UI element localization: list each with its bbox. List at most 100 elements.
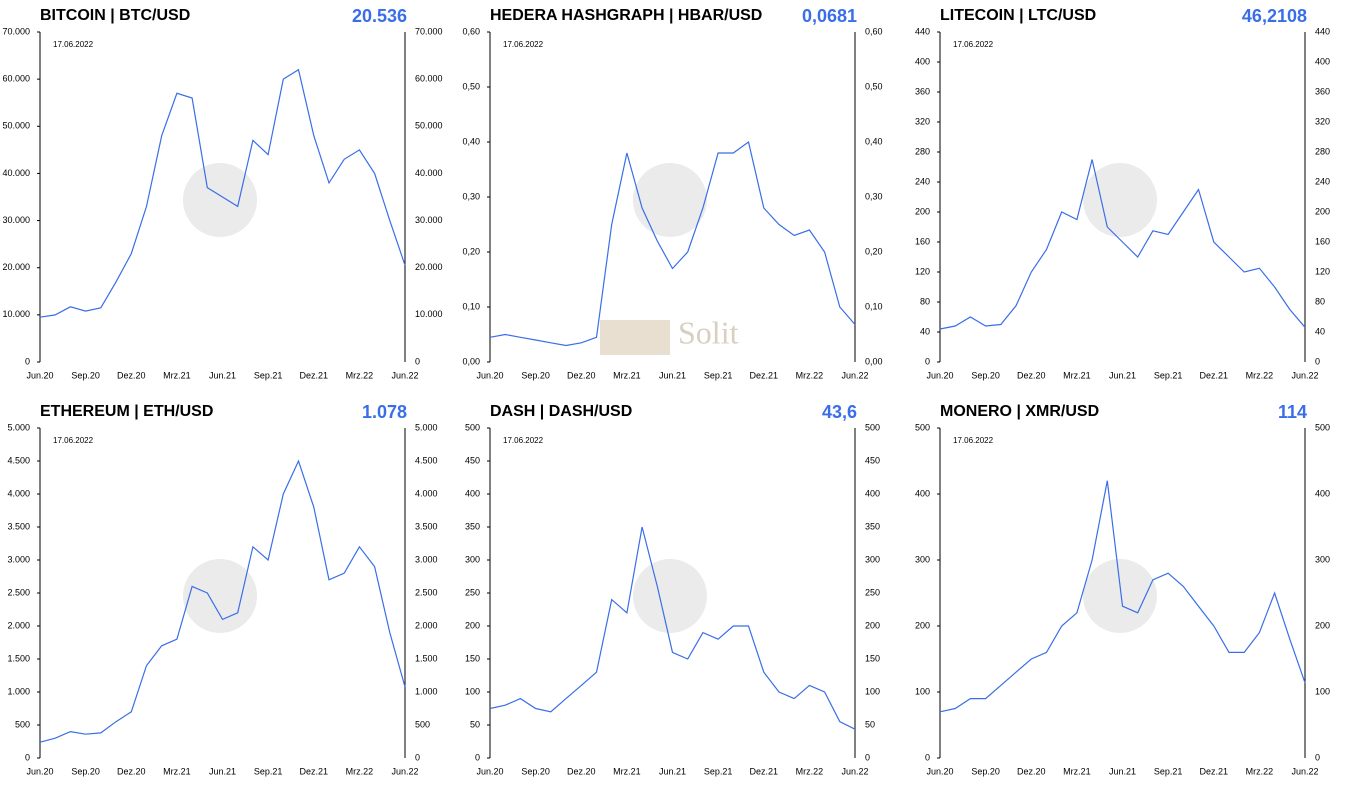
x-tick-label: Dez.21: [1199, 766, 1228, 776]
y2-tick-label: 50.000: [415, 121, 443, 131]
y2-tick-label: 30.000: [415, 215, 443, 225]
x-tick-label: Sep.20: [71, 370, 100, 380]
y2-tick-label: 280: [1315, 146, 1330, 156]
y-tick-label: 60.000: [2, 74, 30, 84]
y-tick-label: 0: [925, 752, 930, 762]
y-tick-label: 0,40: [462, 136, 480, 146]
watermark-icon: [183, 163, 257, 237]
x-tick-label: Sep.21: [254, 370, 283, 380]
y-tick-label: 1.500: [7, 653, 30, 663]
date-label: 17.06.2022: [503, 40, 544, 49]
y-tick-label: 10.000: [2, 309, 30, 319]
x-tick-label: Sep.20: [971, 766, 1000, 776]
x-tick-label: Jun.20: [26, 370, 53, 380]
x-tick-label: Jun.20: [476, 370, 503, 380]
y2-tick-label: 200: [1315, 620, 1330, 630]
x-tick-label: Jun.22: [1291, 766, 1318, 776]
y2-tick-label: 350: [865, 521, 880, 531]
y-tick-label: 0: [925, 356, 930, 366]
x-tick-label: Jun.21: [209, 370, 236, 380]
watermark-text: Solit: [678, 314, 739, 350]
x-tick-label: Dez.20: [567, 766, 596, 776]
y-tick-label: 200: [915, 620, 930, 630]
y2-tick-label: 450: [865, 455, 880, 465]
y-tick-label: 0: [25, 356, 30, 366]
current-price: 1.078: [362, 402, 407, 422]
y-tick-label: 500: [465, 422, 480, 432]
y-tick-label: 0,10: [462, 301, 480, 311]
y2-tick-label: 0,10: [865, 301, 883, 311]
y2-tick-label: 1.500: [415, 653, 438, 663]
watermark-icon: [633, 163, 707, 237]
x-tick-label: Dez.21: [299, 766, 328, 776]
y-tick-label: 4.500: [7, 455, 30, 465]
y-tick-label: 440: [915, 26, 930, 36]
chart-panel: ETHEREUM | ETH/USD 1.078 17.06.2022 0 0 500 50…: [7, 402, 437, 777]
x-tick-label: Jun.20: [926, 370, 953, 380]
y-tick-label: 40.000: [2, 168, 30, 178]
y2-tick-label: 0: [415, 752, 420, 762]
y2-tick-label: 70.000: [415, 26, 443, 36]
price-line: [39, 68, 406, 318]
y-tick-label: 400: [465, 488, 480, 498]
chart-panel: MONERO | XMR/USD 114 17.06.2022 0 0 100 100 200…: [915, 402, 1330, 777]
y2-tick-label: 500: [865, 422, 880, 432]
current-price: 20.536: [352, 6, 407, 26]
y-tick-label: 4.000: [7, 488, 30, 498]
y-tick-label: 500: [915, 422, 930, 432]
y2-tick-label: 0,40: [865, 136, 883, 146]
current-price: 0,0681: [802, 6, 857, 26]
y2-tick-label: 360: [1315, 86, 1330, 96]
x-tick-label: Jun.21: [659, 766, 686, 776]
y2-tick-label: 80: [1315, 296, 1325, 306]
x-tick-label: Jun.21: [209, 766, 236, 776]
y2-tick-label: 0: [1315, 356, 1320, 366]
y2-tick-label: 0,60: [865, 26, 883, 36]
price-line: [939, 159, 1306, 330]
x-tick-label: Jun.20: [26, 766, 53, 776]
x-tick-label: Mrz.21: [613, 370, 641, 380]
y2-tick-label: 0,00: [865, 356, 883, 366]
y-tick-label: 300: [915, 554, 930, 564]
x-tick-label: Sep.20: [521, 370, 550, 380]
y-tick-label: 250: [465, 587, 480, 597]
chart-panel: LITECOIN | LTC/USD 46,2108 17.06.2022 0 0 40 4…: [915, 6, 1330, 381]
x-tick-label: Jun.20: [926, 766, 953, 776]
x-tick-label: Mrz.22: [796, 766, 824, 776]
current-price: 43,6: [822, 402, 857, 422]
y-tick-label: 400: [915, 56, 930, 66]
y2-tick-label: 200: [865, 620, 880, 630]
y2-tick-label: 60.000: [415, 74, 443, 84]
y-tick-label: 3.000: [7, 554, 30, 564]
x-tick-label: Mrz.22: [346, 370, 374, 380]
x-tick-label: Mrz.22: [1246, 370, 1274, 380]
y-tick-label: 50.000: [2, 121, 30, 131]
price-line: [939, 480, 1306, 713]
y2-tick-label: 0: [1315, 752, 1320, 762]
x-tick-label: Jun.22: [841, 370, 868, 380]
y2-tick-label: 160: [1315, 236, 1330, 246]
y2-tick-label: 4.500: [415, 455, 438, 465]
y2-tick-label: 40.000: [415, 168, 443, 178]
y-tick-label: 0,00: [462, 356, 480, 366]
current-price: 46,2108: [1242, 6, 1307, 26]
y2-tick-label: 2.500: [415, 587, 438, 597]
x-tick-label: Sep.21: [704, 370, 733, 380]
chart-title: BITCOIN | BTC/USD: [40, 7, 190, 24]
y2-tick-label: 500: [415, 719, 430, 729]
y2-tick-label: 300: [865, 554, 880, 564]
y-tick-label: 350: [465, 521, 480, 531]
x-tick-label: Mrz.21: [1063, 766, 1091, 776]
x-tick-label: Mrz.22: [346, 766, 374, 776]
x-tick-label: Mrz.21: [163, 370, 191, 380]
y2-tick-label: 0,20: [865, 246, 883, 256]
y-tick-label: 50: [470, 719, 480, 729]
y-tick-label: 30.000: [2, 215, 30, 225]
x-tick-label: Jun.21: [1109, 766, 1136, 776]
y2-tick-label: 3.000: [415, 554, 438, 564]
y-tick-label: 20.000: [2, 262, 30, 272]
y-tick-label: 150: [465, 653, 480, 663]
y2-tick-label: 2.000: [415, 620, 438, 630]
x-tick-label: Dez.21: [749, 370, 778, 380]
